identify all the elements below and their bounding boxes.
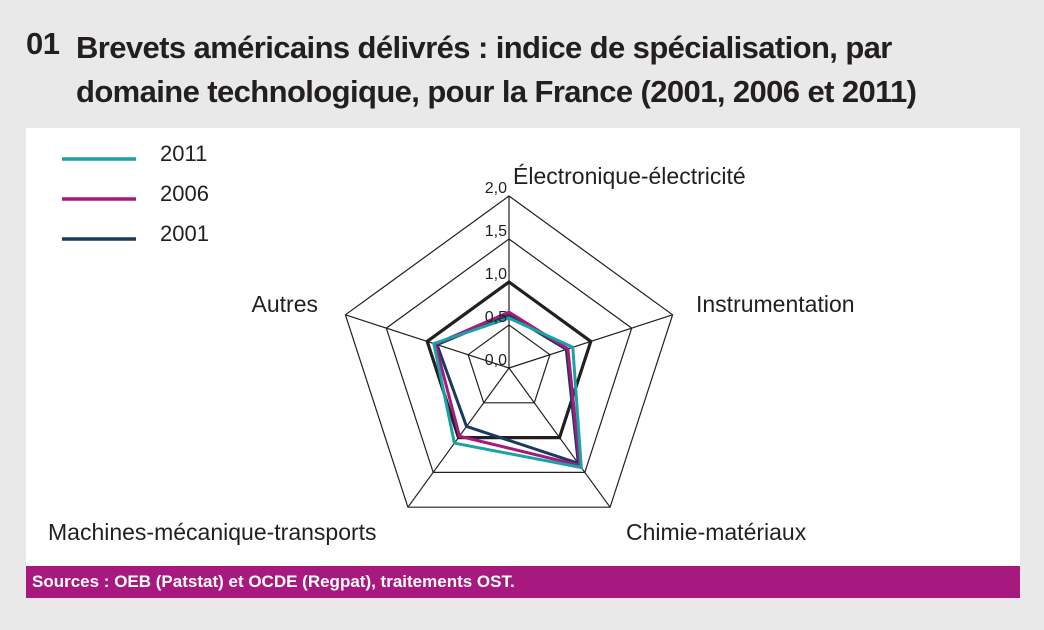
chart-panel: 0,0 0,5 1,0 1,5 2,0 Électronique-électricité… <box>26 128 1020 568</box>
legend-label: 2006 <box>160 181 209 206</box>
legend-label: 2001 <box>160 221 209 246</box>
tick-label: 2,0 <box>485 180 507 197</box>
grid-spoke <box>508 367 611 508</box>
source-text: Sources : OEB (Patstat) et OCDE (Regpat)… <box>32 572 515 591</box>
tick-label: 1,5 <box>485 223 507 240</box>
axis-label: Machines-mécanique-transports <box>48 519 377 545</box>
grid-ring-reference <box>425 280 593 440</box>
axis-label: Électronique-électricité <box>513 163 746 189</box>
axis-label: Chimie-matériaux <box>626 519 807 545</box>
grid-ring <box>467 324 551 404</box>
series-line-2001 <box>435 313 581 466</box>
radar-tick-labels: 0,0 0,5 1,0 1,5 2,0 <box>485 180 507 369</box>
radar-series <box>432 310 583 470</box>
radar-chart: 0,0 0,5 1,0 1,5 2,0 Électronique-électricité… <box>48 141 855 545</box>
source-bar: Sources : OEB (Patstat) et OCDE (Regpat)… <box>26 566 1020 598</box>
figure-number: 01 <box>26 26 60 61</box>
radar-grid <box>344 195 674 508</box>
grid-ring <box>385 238 633 473</box>
legend-label: 2011 <box>160 141 207 166</box>
tick-label: 0,0 <box>485 352 507 369</box>
radar-axis-labels: Électronique-électricité Instrumentation C… <box>48 163 855 545</box>
grid-ring <box>344 195 674 508</box>
grid-spoke <box>407 367 510 508</box>
grid-spoke <box>345 314 510 369</box>
tick-label: 0,5 <box>485 309 507 326</box>
legend: 2011 2006 2001 <box>62 141 209 246</box>
axis-label: Instrumentation <box>696 291 855 317</box>
chart-title: Brevets américains délivrés : indice de … <box>76 30 917 109</box>
tick-label: 1,0 <box>485 266 507 283</box>
series-line-2011 <box>432 316 583 470</box>
axis-label: Autres <box>252 291 318 317</box>
grid-spoke <box>508 314 673 369</box>
